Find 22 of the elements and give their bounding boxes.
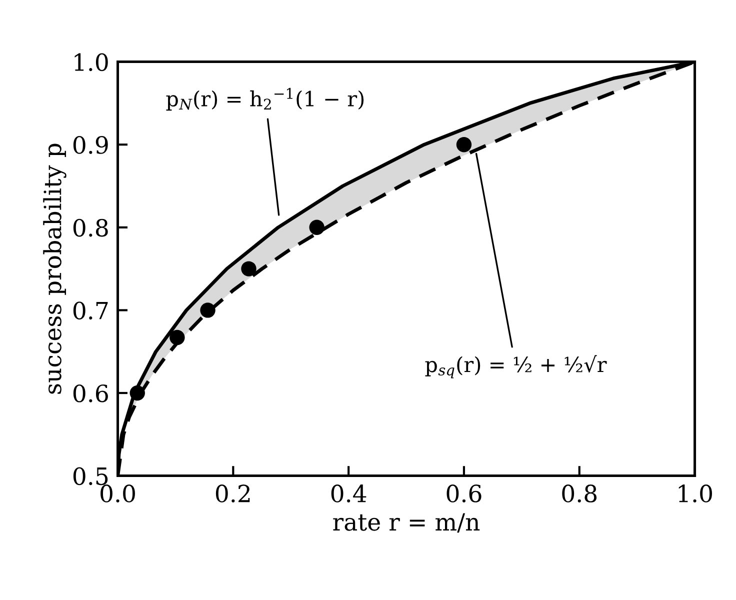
point [241,261,256,276]
point [309,220,324,236]
y-tick-label: 0.9 [73,136,108,154]
y-tick-label: 0.6 [73,384,108,402]
x-tick-label: 0.8 [562,484,597,502]
x-tick-label: 0.6 [446,484,482,502]
point [130,385,145,401]
point [170,330,185,346]
x-tick-label: 0.2 [216,484,250,502]
x-tick-label: 1.0 [678,484,712,502]
y-axis-title: success probability p [43,144,66,394]
x-axis-title: rate r = m/n [333,513,480,533]
annotation: p$_{N}$(r) = h$_{2}$$^{−1}$(1 − r) [166,88,364,111]
point [200,302,216,318]
y-tick-label: 1.0 [74,53,108,72]
point [456,136,472,152]
x-tick-label: 0.0 [100,484,135,502]
y-tick-label: 0.8 [73,218,108,237]
y-tick-label: 0.5 [73,467,108,486]
x-tick-label: 0.4 [331,484,366,502]
y-tick-label: 0.7 [73,302,108,320]
annotation: p$_{sq}$(r) = ½ + ½√r [425,355,607,378]
